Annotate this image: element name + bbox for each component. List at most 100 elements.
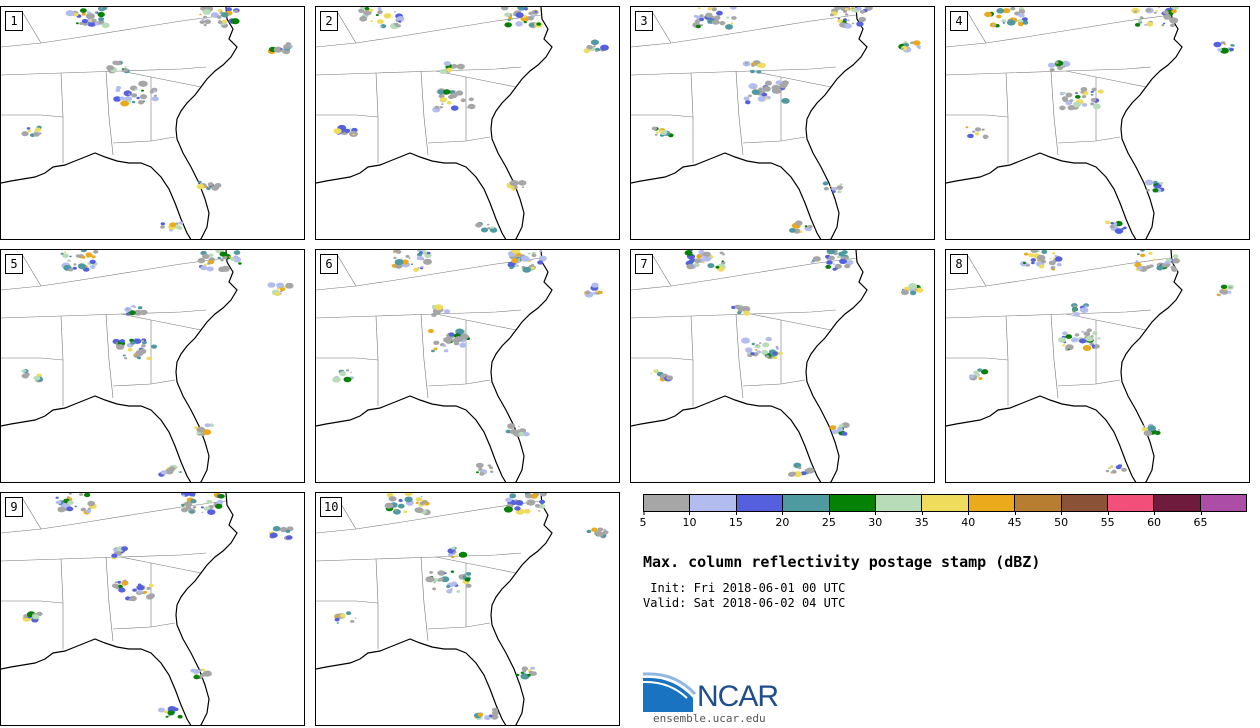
- state-boundary: [946, 357, 1009, 361]
- radar-echo: [775, 345, 779, 348]
- reflectivity-map: [316, 7, 609, 239]
- radar-echo: [173, 707, 179, 712]
- radar-echo: [734, 304, 741, 309]
- radar-echo: [383, 13, 392, 19]
- radar-echo: [1115, 465, 1122, 470]
- radar-echo: [217, 256, 221, 260]
- radar-echo: [217, 9, 223, 13]
- radar-echo: [1049, 68, 1055, 72]
- radar-echo: [87, 500, 96, 507]
- radar-echo: [117, 580, 122, 584]
- radar-echo: [509, 429, 518, 435]
- radar-echo: [756, 63, 764, 68]
- radar-echo: [761, 92, 768, 97]
- radar-echo: [377, 10, 383, 14]
- radar-echo: [450, 105, 459, 111]
- radar-echo: [826, 250, 836, 255]
- radar-echo: [89, 264, 96, 269]
- state-boundary: [427, 622, 491, 630]
- radar-echo: [505, 497, 512, 503]
- radar-echo: [775, 347, 780, 350]
- radar-echo: [530, 266, 535, 270]
- radar-echo: [67, 500, 74, 505]
- radar-echo: [203, 15, 208, 19]
- radar-echo: [181, 503, 185, 507]
- radar-echo: [1143, 430, 1152, 437]
- radar-echo: [1115, 220, 1123, 227]
- radar-echo: [731, 16, 737, 20]
- radar-echo: [160, 470, 167, 475]
- radar-echo: [137, 100, 145, 105]
- radar-echo: [1093, 344, 1100, 349]
- radar-echo: [396, 16, 405, 22]
- radar-echo: [1075, 95, 1081, 99]
- radar-echo: [756, 344, 759, 346]
- colorbar-segment: [1154, 495, 1201, 511]
- radar-echo: [479, 472, 485, 476]
- radar-echo: [114, 581, 118, 584]
- radar-echo: [758, 342, 762, 344]
- state-boundary: [1, 66, 207, 76]
- state-boundary: [750, 313, 832, 331]
- radar-echo: [280, 287, 286, 292]
- state-boundary: [1057, 136, 1121, 144]
- radar-echo: [207, 509, 216, 515]
- radar-echo: [339, 371, 347, 377]
- radar-echo: [1110, 222, 1114, 225]
- radar-echo: [454, 554, 458, 557]
- radar-echo: [24, 370, 27, 372]
- radar-echo: [136, 96, 140, 100]
- radar-echo: [447, 548, 455, 554]
- radar-echo: [765, 80, 772, 86]
- radar-echo: [234, 10, 239, 13]
- radar-echo: [841, 431, 848, 436]
- radar-echo: [455, 90, 464, 96]
- radar-echo: [279, 290, 283, 293]
- radar-echo: [410, 263, 413, 265]
- radar-echo: [1001, 19, 1007, 23]
- radar-echo: [597, 527, 604, 532]
- radar-echo: [168, 466, 176, 472]
- radar-echo: [596, 531, 604, 537]
- radar-echo: [146, 356, 152, 361]
- radar-echo: [377, 13, 380, 15]
- radar-echo: [831, 429, 839, 435]
- radar-echo: [115, 61, 122, 66]
- radar-echo: [133, 338, 142, 344]
- radar-echo: [518, 180, 527, 186]
- ensemble-member-panel: 4: [945, 6, 1250, 240]
- radar-echo: [702, 261, 705, 264]
- radar-echo: [1081, 103, 1088, 107]
- radar-echo: [974, 132, 980, 136]
- radar-echo: [1145, 265, 1151, 270]
- radar-echo: [1058, 337, 1067, 343]
- radar-echo: [129, 338, 134, 342]
- radar-echo: [67, 259, 71, 263]
- radar-echo: [1144, 23, 1147, 26]
- radar-echo: [1067, 348, 1070, 351]
- radar-echo: [57, 506, 66, 513]
- radar-echo: [364, 7, 370, 11]
- state-boundary: [946, 14, 1172, 48]
- radar-echo: [134, 88, 138, 91]
- radar-echo: [711, 19, 720, 25]
- radar-echo: [517, 426, 521, 428]
- radar-echo: [197, 257, 206, 264]
- state-boundary: [631, 357, 694, 361]
- radar-echo: [789, 228, 796, 233]
- coastline: [490, 250, 553, 482]
- radar-echo: [124, 357, 128, 360]
- radar-echo: [1105, 222, 1109, 224]
- radar-echo: [762, 342, 770, 348]
- colorbar-tick-label: 60: [1147, 512, 1161, 529]
- radar-echo: [978, 377, 983, 380]
- radar-echo: [856, 21, 864, 27]
- state-boundary: [1, 257, 227, 291]
- radar-echo: [529, 23, 535, 27]
- state-boundary: [631, 14, 857, 48]
- state-boundary: [375, 72, 379, 163]
- state-boundary: [316, 500, 542, 534]
- radar-echo: [1123, 226, 1127, 230]
- radar-echo: [87, 507, 91, 510]
- radar-echo: [516, 429, 521, 433]
